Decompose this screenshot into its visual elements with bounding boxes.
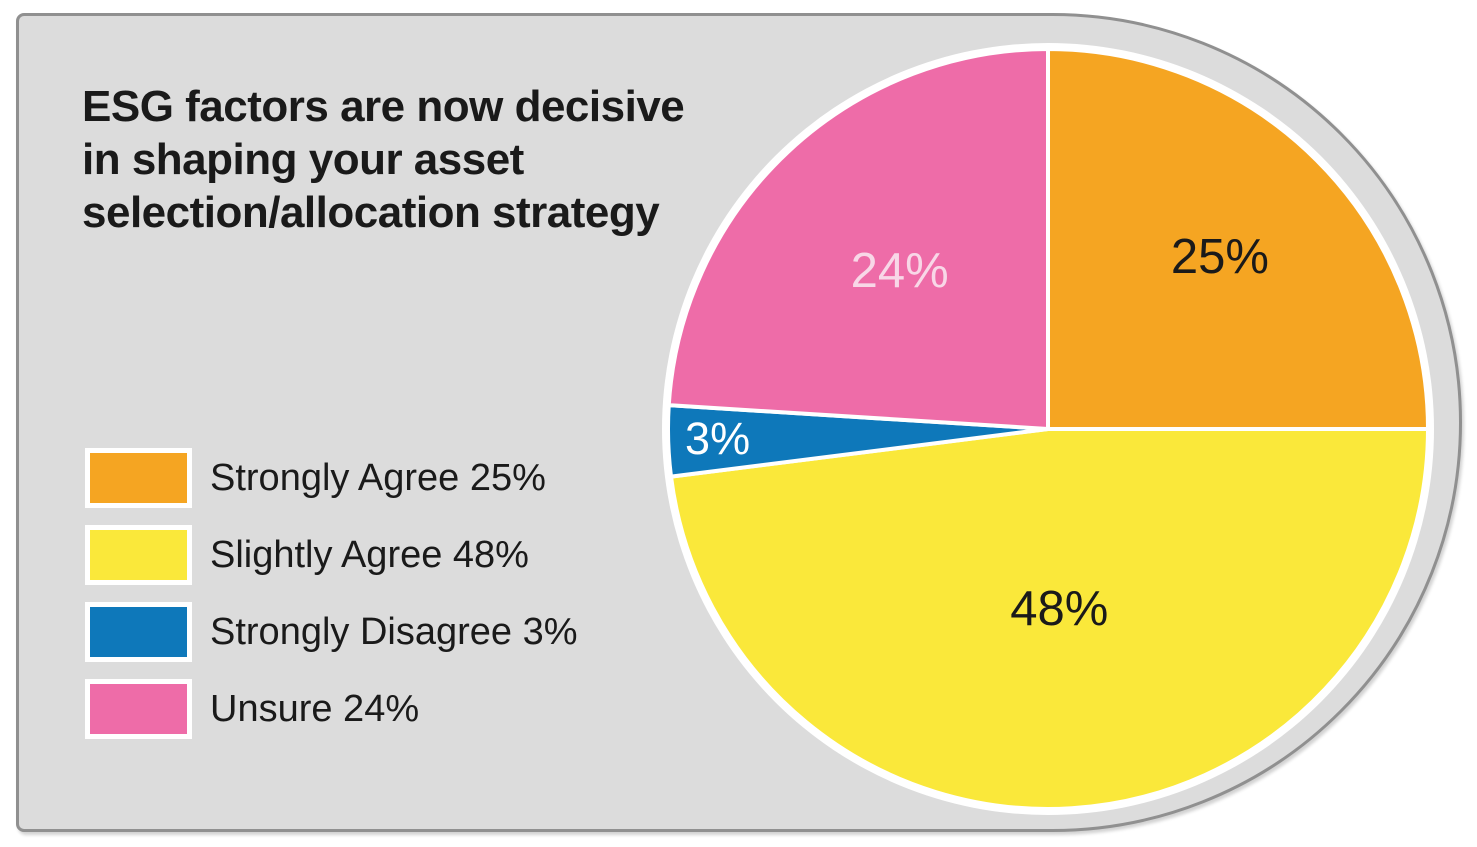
legend-label-strongly-disagree: Strongly Disagree 3% xyxy=(210,610,578,653)
chart-panel: ESG factors are now decisive in shaping … xyxy=(16,13,1462,832)
pie-slice-slightly-agree xyxy=(669,427,1430,811)
legend-swatch-strongly-disagree xyxy=(85,602,192,662)
legend-item-slightly-agree: Slightly Agree 48% xyxy=(85,525,578,585)
pie-svg xyxy=(662,43,1434,815)
legend-swatch-unsure xyxy=(85,679,192,739)
legend-label-strongly-agree: Strongly Agree 25% xyxy=(210,456,546,499)
legend-item-strongly-disagree: Strongly Disagree 3% xyxy=(85,602,578,662)
legend: Strongly Agree 25% Slightly Agree 48% St… xyxy=(85,448,578,756)
legend-label-slightly-agree: Slightly Agree 48% xyxy=(210,533,529,576)
pie-slice-strongly-agree xyxy=(1046,47,1430,431)
legend-item-strongly-agree: Strongly Agree 25% xyxy=(85,448,578,508)
pie-chart: 25% 48% 3% 24% xyxy=(648,29,1448,829)
legend-item-unsure: Unsure 24% xyxy=(85,679,578,739)
legend-swatch-slightly-agree xyxy=(85,525,192,585)
pie-slice-unsure xyxy=(666,47,1050,431)
legend-swatch-strongly-agree xyxy=(85,448,192,508)
chart-title: ESG factors are now decisive in shaping … xyxy=(82,82,685,237)
legend-label-unsure: Unsure 24% xyxy=(210,687,420,730)
